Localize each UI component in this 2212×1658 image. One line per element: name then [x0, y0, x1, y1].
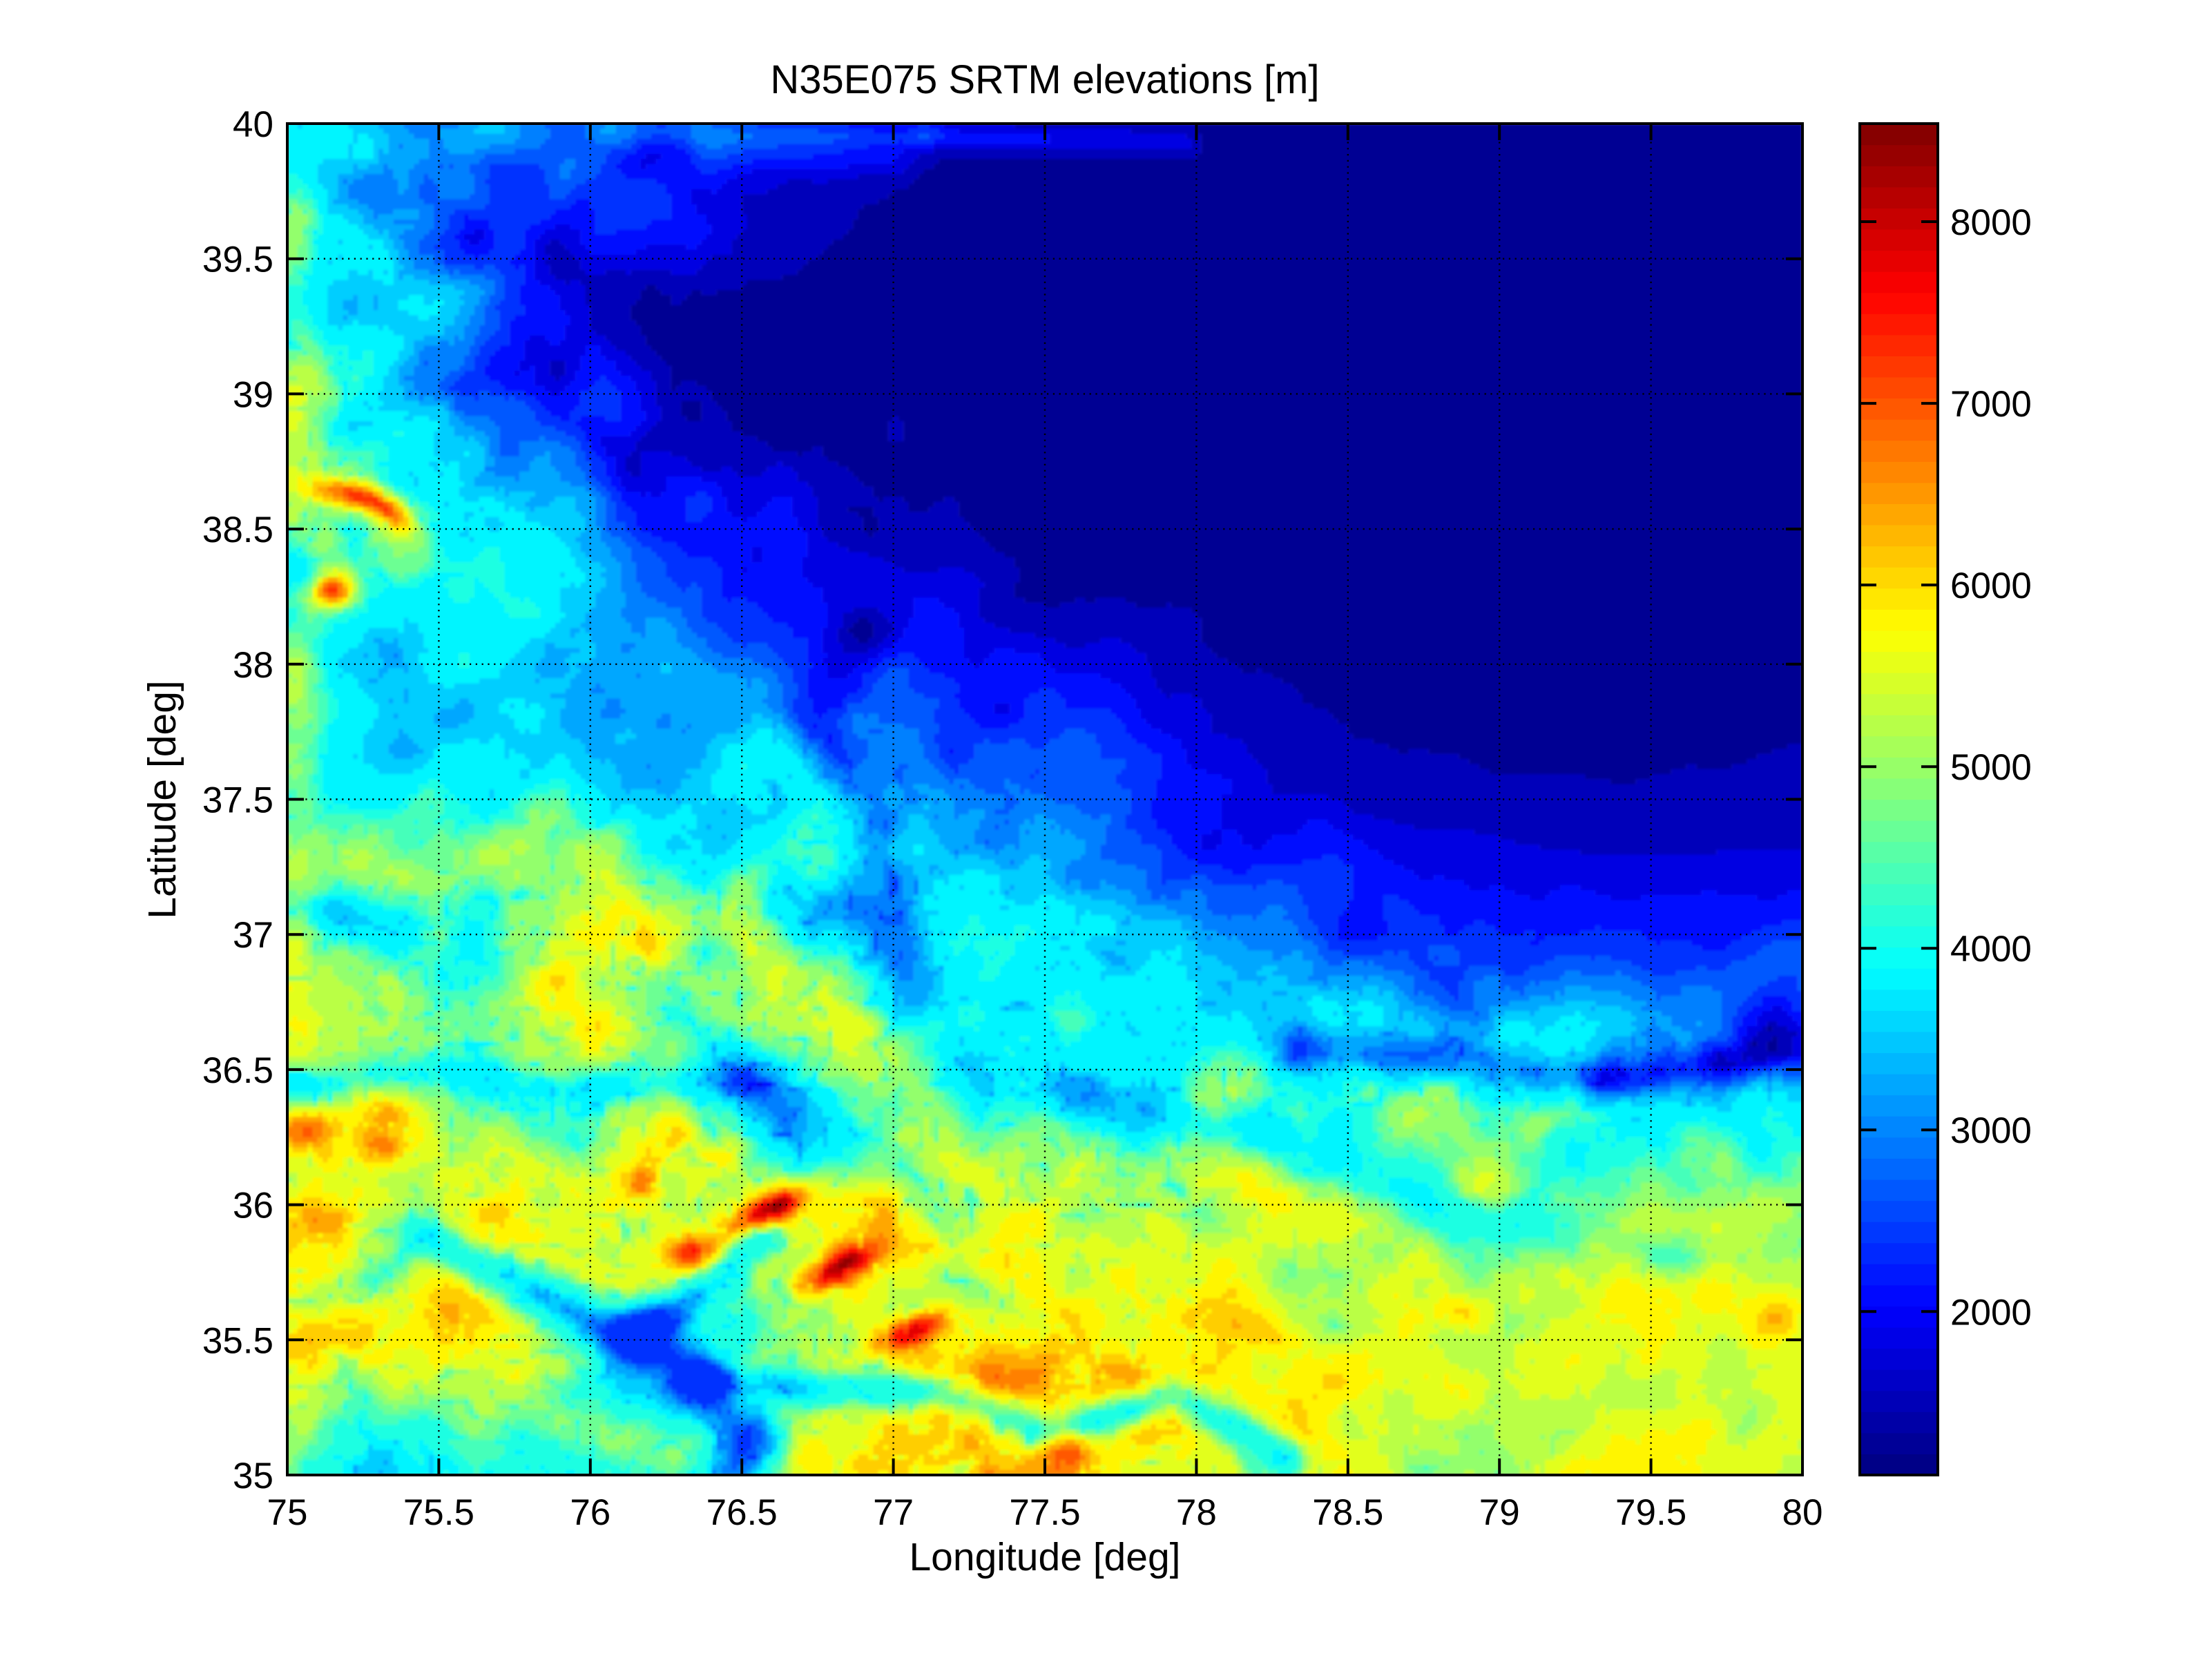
- svg-text:2000: 2000: [1950, 1292, 2032, 1333]
- svg-text:37.5: 37.5: [202, 780, 273, 821]
- svg-text:78: 78: [1176, 1492, 1217, 1533]
- svg-text:36.5: 36.5: [202, 1050, 273, 1091]
- svg-text:Latitude [deg]: Latitude [deg]: [140, 680, 184, 918]
- svg-text:N35E075 SRTM elevations [m]: N35E075 SRTM elevations [m]: [770, 57, 1319, 102]
- svg-text:76.5: 76.5: [706, 1492, 778, 1533]
- svg-text:Longitude [deg]: Longitude [deg]: [909, 1535, 1180, 1579]
- svg-text:77: 77: [873, 1492, 914, 1533]
- svg-text:35: 35: [233, 1456, 273, 1496]
- svg-text:36: 36: [233, 1186, 273, 1226]
- svg-text:3000: 3000: [1950, 1110, 2032, 1151]
- svg-text:79.5: 79.5: [1615, 1492, 1686, 1533]
- svg-text:39.5: 39.5: [202, 240, 273, 280]
- svg-text:7000: 7000: [1950, 384, 2032, 425]
- svg-text:38.5: 38.5: [202, 510, 273, 550]
- svg-text:76: 76: [570, 1492, 610, 1533]
- svg-text:77.5: 77.5: [1009, 1492, 1080, 1533]
- svg-text:8000: 8000: [1950, 202, 2032, 243]
- svg-text:6000: 6000: [1950, 566, 2032, 606]
- svg-text:38: 38: [233, 645, 273, 686]
- svg-text:35.5: 35.5: [202, 1320, 273, 1361]
- svg-text:80: 80: [1782, 1492, 1823, 1533]
- svg-text:37: 37: [233, 915, 273, 956]
- svg-text:5000: 5000: [1950, 747, 2032, 788]
- svg-text:40: 40: [233, 104, 273, 145]
- svg-text:79: 79: [1479, 1492, 1520, 1533]
- svg-text:4000: 4000: [1950, 929, 2032, 970]
- svg-text:75: 75: [267, 1492, 308, 1533]
- svg-text:78.5: 78.5: [1312, 1492, 1383, 1533]
- svg-text:39: 39: [233, 374, 273, 415]
- svg-text:75.5: 75.5: [403, 1492, 474, 1533]
